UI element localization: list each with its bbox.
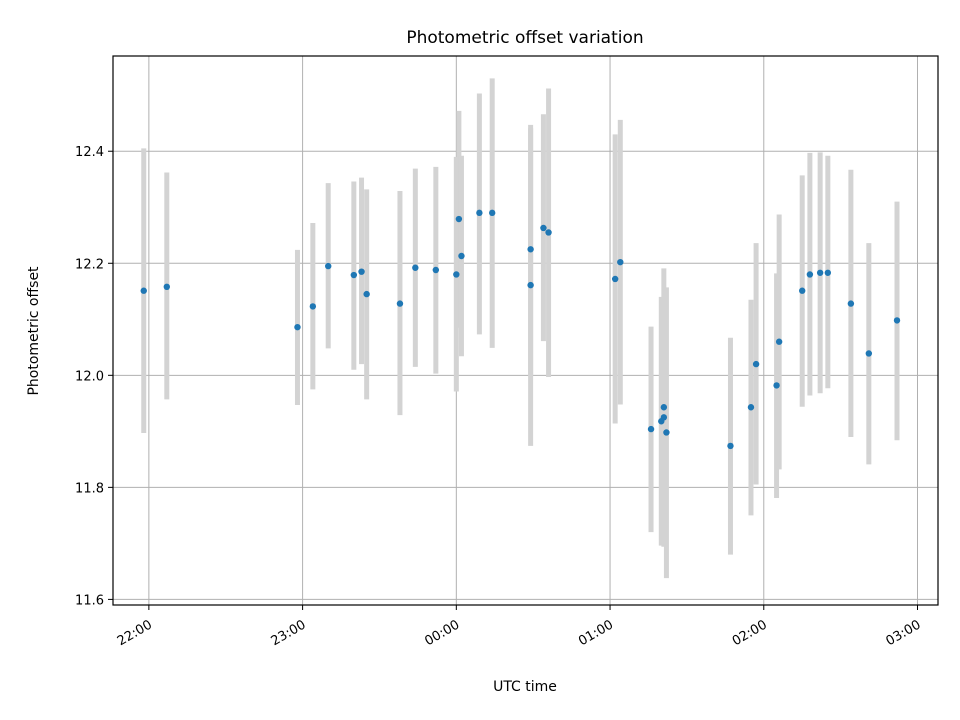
data-point [140,287,147,294]
data-point [396,300,404,307]
y-axis-label: Photometric offset [26,266,42,396]
data-point [660,404,668,411]
x-axis-label: UTC time [493,679,557,695]
x-tick-label: 02:00 [730,617,770,649]
data-point [663,429,670,436]
y-tick-label: 12.2 [75,257,104,272]
data-points [140,209,901,450]
data-point [458,252,465,260]
y-tick-label: 12.4 [75,145,104,160]
x-axis-ticks: 22:00 23:00 00:00 01:00 02:00 03:00 [115,605,924,649]
x-tick-label: 01:00 [576,617,616,649]
y-tick-label: 12.0 [75,369,104,384]
y-axis-ticks: 11.6 11.8 12.0 12.2 12.4 [75,145,113,608]
data-point [752,360,760,368]
data-point [325,262,332,270]
data-point [488,209,496,217]
data-point [847,300,855,307]
y-tick-label: 11.8 [75,481,104,496]
data-point [363,290,370,298]
data-point [350,271,358,279]
error-bars [141,78,900,579]
data-point [453,271,460,278]
data-point [893,317,901,324]
data-point [163,283,171,291]
y-tick-label: 11.6 [75,593,104,608]
data-point [799,287,806,294]
x-tick-label: 22:00 [115,617,155,649]
data-point [660,414,668,421]
data-point [647,425,655,433]
data-point [294,323,301,331]
data-point [476,209,483,217]
data-point [358,268,365,275]
x-tick-label: 00:00 [422,617,462,649]
data-point [545,229,552,236]
data-point [455,215,463,223]
data-point [747,404,755,411]
grid [113,56,938,605]
chart-title: Photometric offset variation [406,28,643,48]
data-point [412,264,419,271]
data-point [824,269,832,276]
data-point [727,442,734,450]
x-tick-label: 03:00 [884,617,924,649]
data-point [773,382,780,389]
data-point [617,258,624,266]
data-point [611,275,619,283]
data-point [527,246,534,253]
data-point [527,281,534,289]
x-tick-label: 23:00 [269,617,309,649]
data-point [775,338,783,345]
data-point [432,266,440,274]
data-point [806,271,814,278]
data-point [540,224,547,232]
data-point [865,350,873,357]
data-point [816,269,824,276]
data-point [309,303,317,310]
plot-frame [112,55,939,606]
